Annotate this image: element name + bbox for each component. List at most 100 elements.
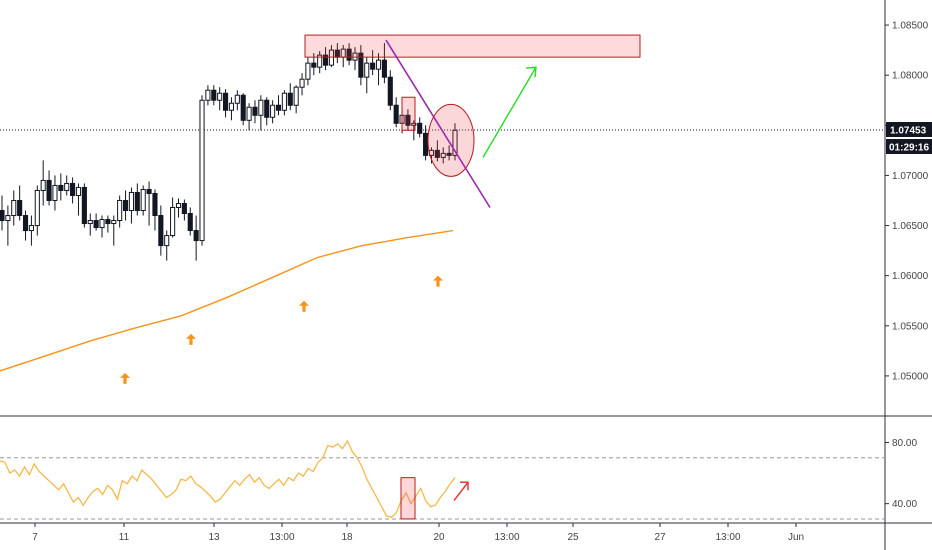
candle — [164, 230, 170, 261]
time-axis[interactable]: 7 11 13 13:00 18 20 13:00 25 27 13:00 Jun — [32, 523, 804, 543]
candle — [217, 87, 223, 111]
highlight-box — [401, 96, 416, 131]
candle — [46, 170, 52, 206]
candle — [317, 51, 323, 74]
candle-body — [17, 199, 23, 217]
oscillator-axis[interactable]: 40.00 80.00 — [885, 438, 917, 510]
candle — [352, 47, 358, 71]
candle-body — [81, 186, 87, 225]
oscillator-pane — [0, 439, 885, 520]
candle — [305, 57, 311, 86]
candle-body — [46, 179, 52, 201]
oscillator-tick-label: 40.00 — [892, 499, 917, 510]
candle-body — [258, 99, 264, 116]
candle-body — [52, 184, 58, 201]
candle-body — [393, 104, 399, 124]
candle-body — [264, 99, 270, 118]
candle-body — [70, 182, 76, 196]
candle-body — [146, 188, 152, 194]
candle-body — [270, 104, 276, 118]
candle-body — [170, 207, 176, 237]
candle-body — [199, 99, 205, 242]
candle-body — [228, 102, 235, 111]
candle — [246, 103, 252, 131]
candle-body — [222, 92, 229, 111]
arrow-shape — [120, 372, 130, 384]
candle-body — [411, 122, 417, 126]
candle — [40, 160, 46, 206]
candle-body — [5, 215, 11, 222]
candle — [93, 213, 99, 231]
candle — [417, 117, 423, 138]
candle-body — [381, 59, 387, 78]
candle — [381, 43, 387, 84]
time-tick-label: 27 — [654, 532, 666, 543]
candle — [5, 205, 11, 246]
candle — [81, 183, 87, 228]
candle-body — [323, 54, 329, 66]
candle — [328, 45, 335, 68]
projection-arrow-line — [482, 66, 537, 158]
candle — [193, 215, 199, 261]
candle — [99, 215, 105, 238]
price-tick-label: 1.08000 — [892, 71, 929, 82]
time-tick-label: Jun — [788, 532, 804, 543]
candle — [440, 147, 446, 164]
candle — [105, 215, 111, 233]
candle — [152, 189, 158, 231]
candle — [323, 47, 329, 71]
price-tick-label: 1.07000 — [892, 171, 929, 182]
candle-body — [22, 215, 29, 232]
candle-body — [352, 52, 358, 61]
candle — [375, 53, 382, 86]
annotations-layer — [304, 34, 641, 208]
price-tick-label: 1.05000 — [892, 371, 929, 382]
arrow-shape — [186, 333, 196, 345]
price-tick-label: 1.06500 — [892, 221, 929, 232]
price-tick-label: 1.08500 — [892, 21, 929, 32]
candle-body — [193, 230, 199, 242]
candle — [175, 198, 182, 218]
candle-body — [440, 152, 446, 158]
candle-body — [58, 184, 64, 191]
resistance-zone — [304, 34, 641, 58]
price-axis[interactable]: 1.050001.055001.060001.065001.070001.075… — [885, 21, 932, 383]
buy-signal-arrow-icon — [299, 300, 309, 312]
candle — [70, 177, 76, 204]
candle — [52, 175, 58, 211]
candle — [28, 215, 34, 246]
candle-body — [181, 202, 187, 215]
candle — [358, 45, 364, 86]
candle — [128, 187, 134, 224]
buy-signal-arrow-icon — [120, 372, 130, 384]
candle-body — [311, 62, 317, 68]
candle — [264, 97, 270, 126]
candles-layer — [0, 43, 458, 261]
candle-body — [158, 215, 164, 247]
candle-body — [11, 199, 17, 217]
highlight-circle — [427, 103, 475, 177]
candle — [287, 83, 293, 111]
moving-average-line — [0, 229, 454, 372]
candle — [270, 100, 276, 124]
candle-body — [287, 92, 293, 106]
candle-body — [122, 199, 129, 212]
candle — [346, 43, 352, 66]
last-price-tag — [886, 122, 932, 138]
candle — [22, 210, 29, 241]
price-tick-label: 1.05500 — [892, 321, 929, 332]
candle — [405, 109, 411, 131]
candle — [17, 185, 23, 221]
arrow-shape — [433, 275, 443, 287]
candle-body — [405, 114, 411, 126]
candle-body — [164, 235, 170, 247]
candle-body — [387, 76, 393, 106]
candle — [434, 140, 440, 162]
candle-body — [246, 106, 252, 121]
candle — [146, 181, 152, 226]
candle-body — [93, 220, 99, 229]
candle — [240, 93, 246, 126]
candle — [64, 175, 70, 196]
